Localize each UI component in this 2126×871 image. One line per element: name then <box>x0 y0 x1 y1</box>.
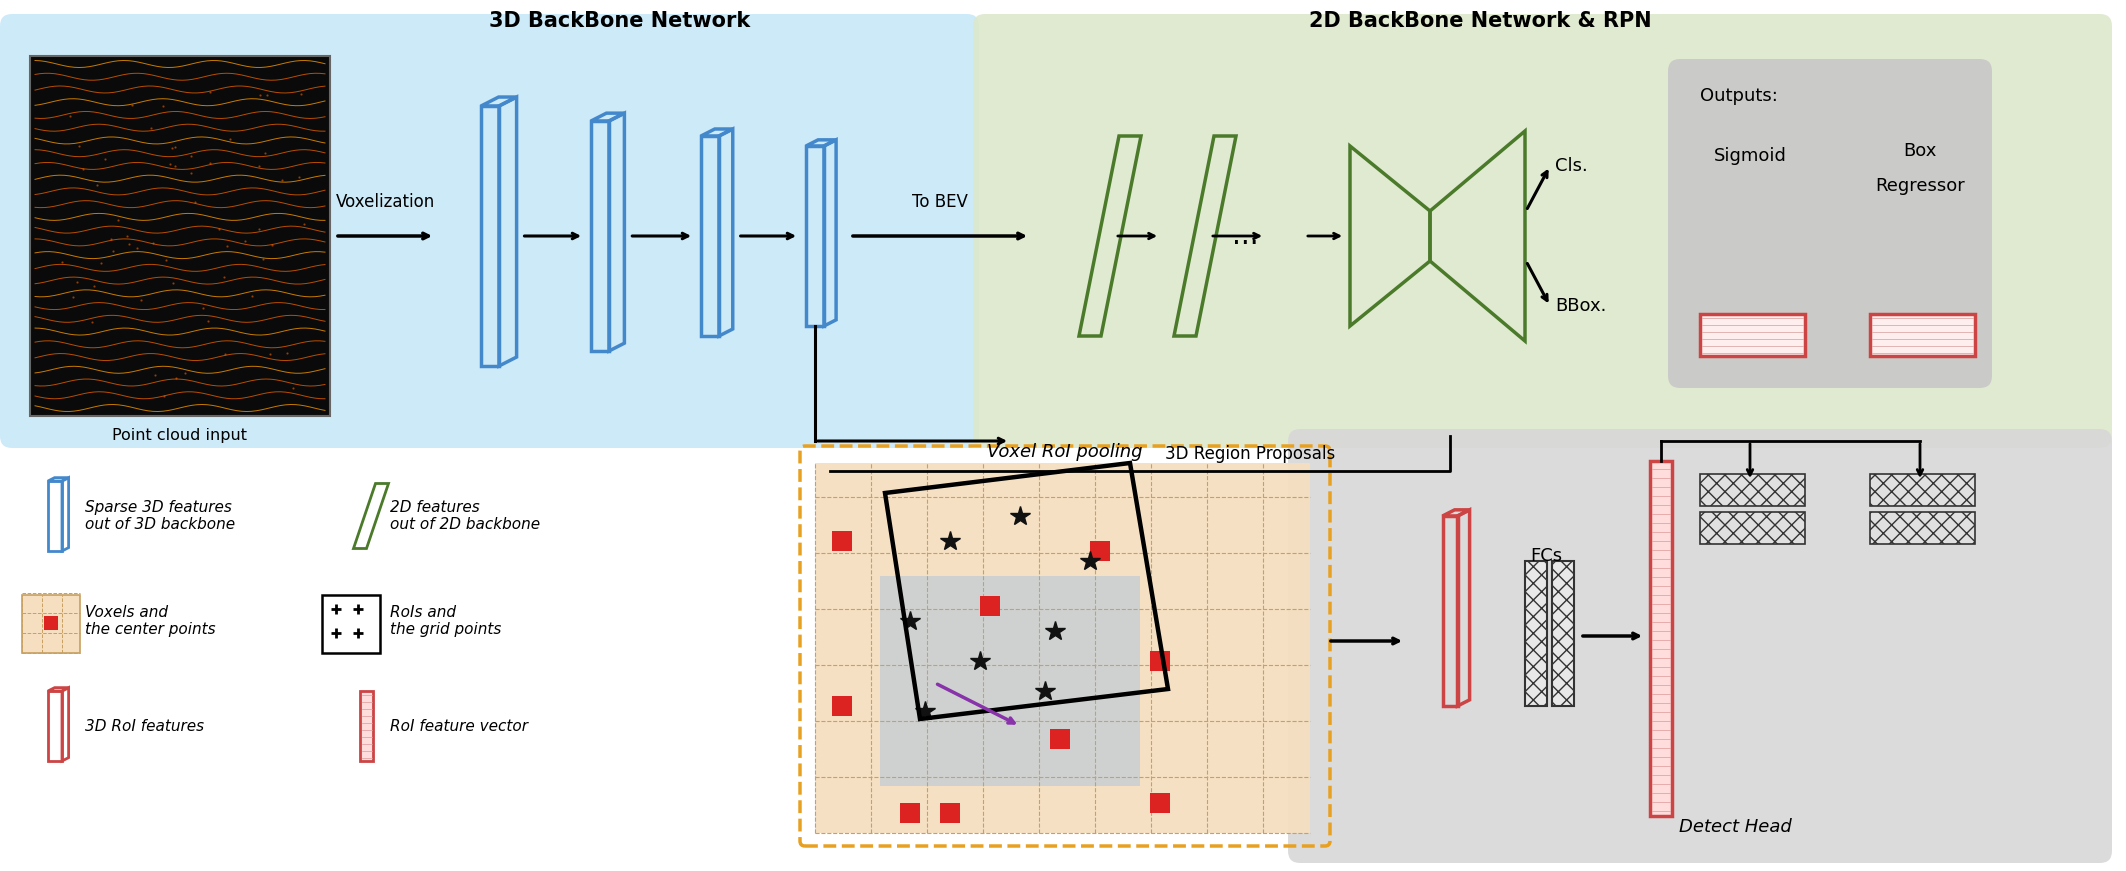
Bar <box>1150 793 1169 813</box>
Bar <box>814 463 1310 833</box>
Bar <box>831 696 853 716</box>
Bar <box>1871 512 1975 544</box>
Bar <box>1050 729 1069 749</box>
Text: Voxel RoI pooling: Voxel RoI pooling <box>986 443 1144 461</box>
Bar <box>1701 474 1805 506</box>
Text: 3D RoI features: 3D RoI features <box>85 719 204 733</box>
Text: RoIs and
the grid points: RoIs and the grid points <box>389 604 502 638</box>
Bar <box>1091 541 1110 561</box>
Bar <box>940 803 961 823</box>
Bar <box>45 616 57 630</box>
Text: Outputs:: Outputs: <box>1701 87 1777 105</box>
Text: ...: ... <box>1231 222 1259 250</box>
FancyBboxPatch shape <box>974 14 2111 448</box>
Bar <box>1150 651 1169 671</box>
Text: Sparse 3D features
out of 3D backbone: Sparse 3D features out of 3D backbone <box>85 500 236 532</box>
Bar <box>1871 474 1975 506</box>
Text: RoI feature vector: RoI feature vector <box>389 719 527 733</box>
Text: FCs: FCs <box>1531 547 1563 565</box>
Text: 2D BackBone Network & RPN: 2D BackBone Network & RPN <box>1310 11 1652 31</box>
Bar <box>1701 512 1805 544</box>
Text: BBox.: BBox. <box>1554 297 1607 315</box>
Text: Box: Box <box>1903 142 1937 160</box>
Text: To BEV: To BEV <box>912 193 967 211</box>
Bar <box>899 803 921 823</box>
Bar <box>30 56 330 416</box>
Bar <box>21 595 81 653</box>
FancyBboxPatch shape <box>0 14 978 448</box>
Bar <box>1552 561 1573 706</box>
FancyBboxPatch shape <box>1288 429 2111 863</box>
Bar <box>980 596 999 616</box>
FancyBboxPatch shape <box>1669 59 1992 388</box>
Text: Voxelization: Voxelization <box>336 193 434 211</box>
Text: 3D BackBone Network: 3D BackBone Network <box>489 11 750 31</box>
Bar <box>880 576 1140 786</box>
Bar <box>1650 461 1671 816</box>
Bar <box>1524 561 1548 706</box>
Bar <box>321 595 381 653</box>
Text: Cls.: Cls. <box>1554 157 1588 175</box>
Bar <box>1871 314 1975 356</box>
Text: Voxels and
the center points: Voxels and the center points <box>85 604 215 638</box>
Text: Point cloud input: Point cloud input <box>113 428 247 443</box>
Text: Detect Head: Detect Head <box>1680 818 1792 836</box>
Bar <box>831 531 853 551</box>
Bar <box>1701 314 1805 356</box>
Text: Sigmoid: Sigmoid <box>1714 147 1786 165</box>
Text: 3D Region Proposals: 3D Region Proposals <box>1165 445 1335 463</box>
Text: Regressor: Regressor <box>1875 177 1964 195</box>
Bar <box>359 691 372 761</box>
Text: 2D features
out of 2D backbone: 2D features out of 2D backbone <box>389 500 540 532</box>
